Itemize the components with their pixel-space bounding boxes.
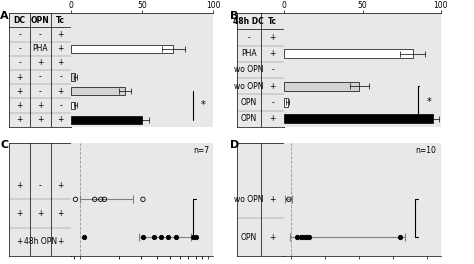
Text: OPN: OPN	[241, 98, 257, 107]
Point	[100, 197, 108, 201]
X-axis label: CPM x10³: CPM x10³	[124, 0, 160, 1]
Bar	[284, 49, 413, 58]
Text: +: +	[269, 114, 276, 123]
Text: wo OPN: wo OPN	[234, 195, 264, 204]
Text: -: -	[247, 33, 250, 42]
Point	[396, 235, 404, 239]
Text: -: -	[39, 181, 42, 190]
Text: D: D	[230, 140, 239, 150]
Text: +: +	[58, 58, 64, 67]
Bar	[284, 114, 433, 123]
Point	[299, 235, 306, 239]
Text: +: +	[58, 209, 64, 218]
Text: +: +	[17, 115, 23, 124]
Point	[305, 235, 313, 239]
Text: +: +	[269, 49, 276, 58]
Text: -: -	[39, 87, 42, 96]
Point	[150, 235, 158, 239]
Text: +: +	[58, 115, 64, 124]
Text: +: +	[37, 58, 44, 67]
Text: wo OPN: wo OPN	[234, 82, 264, 91]
Point	[293, 235, 301, 239]
Text: +: +	[269, 33, 276, 42]
Text: +: +	[58, 30, 64, 39]
Point	[303, 235, 310, 239]
Text: +: +	[58, 181, 64, 190]
Point	[172, 235, 180, 239]
Point	[285, 197, 292, 201]
Text: +: +	[37, 209, 44, 218]
Point	[301, 235, 309, 239]
Text: +: +	[58, 237, 64, 246]
Point	[164, 235, 172, 239]
Point	[81, 235, 88, 239]
Bar	[71, 102, 75, 109]
Point	[97, 197, 105, 201]
Text: +: +	[58, 87, 64, 96]
Point	[192, 235, 200, 239]
Point	[189, 235, 197, 239]
Text: OPN: OPN	[31, 16, 50, 25]
Text: -: -	[271, 65, 274, 74]
Text: -: -	[18, 44, 21, 53]
Text: +: +	[269, 195, 276, 204]
Text: C: C	[0, 140, 9, 150]
Bar	[71, 73, 75, 81]
Text: OPN: OPN	[241, 114, 257, 123]
Point	[91, 197, 99, 201]
Point	[297, 235, 304, 239]
Text: +: +	[17, 101, 23, 110]
Text: PHA: PHA	[33, 44, 48, 53]
Point	[139, 197, 147, 201]
Bar	[284, 98, 288, 107]
Text: +: +	[17, 209, 23, 218]
Text: OPN: OPN	[241, 233, 257, 242]
Point	[139, 235, 147, 239]
Text: +: +	[17, 181, 23, 190]
Text: *: *	[427, 97, 431, 107]
Text: +: +	[269, 233, 276, 242]
Bar	[71, 45, 173, 53]
Bar	[284, 82, 359, 91]
Text: A: A	[0, 11, 9, 21]
Text: -: -	[18, 30, 21, 39]
Text: +: +	[17, 237, 23, 246]
Text: -: -	[59, 101, 62, 110]
Text: Tc: Tc	[56, 16, 65, 25]
Text: +: +	[17, 87, 23, 96]
Text: n=10: n=10	[415, 146, 436, 155]
Text: -: -	[59, 73, 62, 82]
Text: Tc: Tc	[268, 17, 277, 26]
Text: +: +	[37, 115, 44, 124]
Text: +: +	[37, 101, 44, 110]
Bar	[71, 87, 125, 95]
Text: 48h DC: 48h DC	[234, 17, 264, 26]
Text: -: -	[18, 58, 21, 67]
X-axis label: CPM x10³: CPM x10³	[345, 0, 381, 1]
Point	[72, 197, 79, 201]
Text: B: B	[230, 11, 238, 21]
Text: n=7: n=7	[193, 146, 209, 155]
Text: -: -	[39, 30, 42, 39]
Text: -: -	[271, 98, 274, 107]
Text: DC: DC	[14, 16, 26, 25]
Text: +: +	[269, 82, 276, 91]
Text: wo OPN: wo OPN	[234, 65, 264, 74]
Text: -: -	[39, 73, 42, 82]
Text: 48h OPN: 48h OPN	[24, 237, 57, 246]
Text: +: +	[58, 44, 64, 53]
Point	[157, 235, 165, 239]
Text: +: +	[17, 73, 23, 82]
Text: *: *	[201, 100, 205, 110]
Bar	[71, 116, 142, 124]
Text: PHA: PHA	[241, 49, 256, 58]
